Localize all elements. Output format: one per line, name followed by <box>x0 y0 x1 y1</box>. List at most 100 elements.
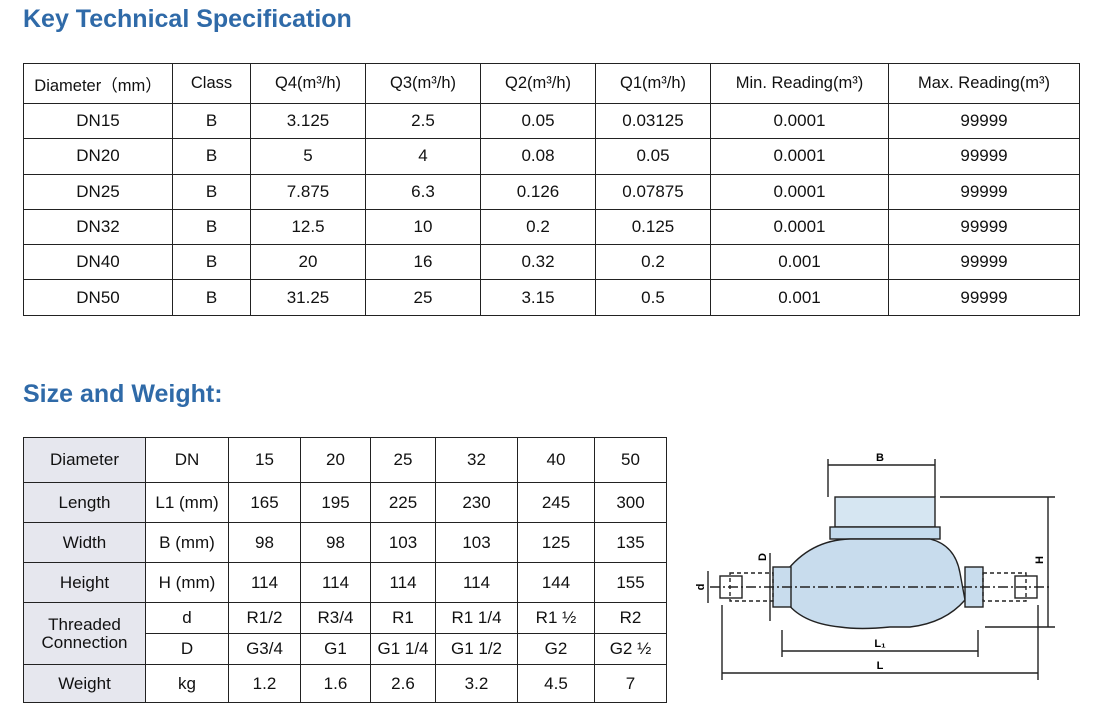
dim-label: B <box>876 452 884 464</box>
table-cell: 10 <box>365 208 481 246</box>
row-label: Length <box>23 482 146 523</box>
table-cell: 103 <box>435 522 518 563</box>
table-cell: 0.0001 <box>710 138 889 175</box>
dim-label: H <box>1034 556 1046 564</box>
table-cell: 0.08 <box>480 138 596 175</box>
table-cell: DN15 <box>23 102 173 140</box>
table-cell: 3.125 <box>250 102 366 140</box>
table-cell: 99999 <box>888 138 1080 175</box>
table-cell: 0.0001 <box>710 173 889 210</box>
spec-table: Diameter（mm） Class Q4(m³/h) Q3(m³/h) Q2(m³/h… <box>23 63 1080 316</box>
table-cell: 3.15 <box>480 279 596 316</box>
table-row: DN50 B 31.25 25 3.15 0.5 0.001 99999 <box>23 279 1080 316</box>
table-row: Width B (mm) 98 98 103 103 125 135 <box>23 522 667 563</box>
table-cell: DN40 <box>23 244 173 281</box>
table-cell: 7.875 <box>250 173 366 210</box>
table-cell: 40 <box>517 437 595 483</box>
table-cell: 114 <box>435 562 518 603</box>
header-cell: Q3(m³/h) <box>365 63 481 104</box>
table-cell: DN25 <box>23 173 173 210</box>
table-cell: B <box>172 279 251 316</box>
table-cell: R1 ½ <box>517 602 595 634</box>
table-cell: 0.0001 <box>710 102 889 140</box>
table-cell: 144 <box>517 562 595 603</box>
table-cell: R1 1/4 <box>435 602 518 634</box>
table-cell: 0.125 <box>595 208 711 246</box>
table-cell: 155 <box>594 562 667 603</box>
header-cell: Q1(m³/h) <box>595 63 711 104</box>
table-cell: 12.5 <box>250 208 366 246</box>
table-cell: 98 <box>228 522 301 563</box>
table-cell: 0.2 <box>595 244 711 281</box>
header-cell: Q2(m³/h) <box>480 63 596 104</box>
table-cell: DN32 <box>23 208 173 246</box>
table-cell: B <box>172 173 251 210</box>
table-cell: 99999 <box>888 208 1080 246</box>
table-cell: 300 <box>594 482 667 523</box>
table-cell: 20 <box>250 244 366 281</box>
table-cell: 103 <box>370 522 436 563</box>
dim-label: d <box>695 584 707 591</box>
table-cell: B <box>172 244 251 281</box>
table-cell: 230 <box>435 482 518 523</box>
table-cell: 1.6 <box>300 664 371 703</box>
row-label: Weight <box>23 664 146 703</box>
spec-title: Key Technical Specification <box>23 5 352 33</box>
table-cell: 0.0001 <box>710 208 889 246</box>
table-cell: B (mm) <box>145 522 229 563</box>
table-cell: G1 1/2 <box>435 633 518 665</box>
table-cell: 0.05 <box>595 138 711 175</box>
dim-label: L₁ <box>874 638 886 650</box>
table-cell: 25 <box>365 279 481 316</box>
table-cell: B <box>172 208 251 246</box>
dim-label: L <box>877 660 884 672</box>
row-label: Height <box>23 562 146 603</box>
table-cell: 125 <box>517 522 595 563</box>
size-title: Size and Weight: <box>23 380 223 408</box>
table-cell: 50 <box>594 437 667 483</box>
table-cell: B <box>172 138 251 175</box>
table-cell: 195 <box>300 482 371 523</box>
table-cell: H (mm) <box>145 562 229 603</box>
table-cell: 0.03125 <box>595 102 711 140</box>
header-cell: Min. Reading(m³) <box>710 63 889 104</box>
table-cell: G1 1/4 <box>370 633 436 665</box>
table-row: Height H (mm) 114 114 114 114 144 155 <box>23 562 667 603</box>
table-cell: DN20 <box>23 138 173 175</box>
table-cell: L1 (mm) <box>145 482 229 523</box>
table-cell: 0.001 <box>710 244 889 281</box>
table-cell: 15 <box>228 437 301 483</box>
table-row: DN20 B 5 4 0.08 0.05 0.0001 99999 <box>23 138 1080 175</box>
table-cell: kg <box>145 664 229 703</box>
table-cell: 0.2 <box>480 208 596 246</box>
table-row: Diameter DN 15 20 25 32 40 50 <box>23 437 667 483</box>
table-cell: DN <box>145 437 229 483</box>
table-cell: R1 <box>370 602 436 634</box>
table-cell: 99999 <box>888 279 1080 316</box>
table-cell: 114 <box>370 562 436 603</box>
header-cell: Class <box>172 63 251 104</box>
table-cell: 32 <box>435 437 518 483</box>
table-cell: D <box>145 633 229 665</box>
table-cell: B <box>172 102 251 140</box>
size-table: Diameter DN 15 20 25 32 40 50 Length L1 (mm) 165 19… <box>23 437 667 703</box>
table-cell: 20 <box>300 437 371 483</box>
dim-label: D <box>757 553 769 561</box>
header-cell: Q4(m³/h) <box>250 63 366 104</box>
table-cell: 1.2 <box>228 664 301 703</box>
table-cell: G2 <box>517 633 595 665</box>
table-cell: 99999 <box>888 244 1080 281</box>
table-cell: 99999 <box>888 102 1080 140</box>
table-cell: 0.001 <box>710 279 889 316</box>
table-cell: 4.5 <box>517 664 595 703</box>
table-cell: 98 <box>300 522 371 563</box>
row-label: Width <box>23 522 146 563</box>
table-cell: 0.5 <box>595 279 711 316</box>
table-row: DN25 B 7.875 6.3 0.126 0.07875 0.0001 99999 <box>23 173 1080 210</box>
table-cell: 165 <box>228 482 301 523</box>
header-cell: Max. Reading(m³) <box>888 63 1080 104</box>
table-cell: 0.32 <box>480 244 596 281</box>
table-cell: DN50 <box>23 279 173 316</box>
table-row: DN32 B 12.5 10 0.2 0.125 0.0001 99999 <box>23 208 1080 246</box>
